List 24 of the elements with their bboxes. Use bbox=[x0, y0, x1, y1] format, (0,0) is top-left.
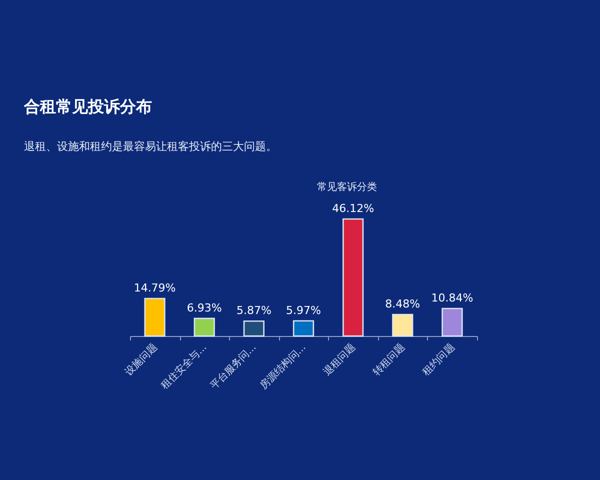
x-tick-label: 房源结构问... bbox=[258, 341, 308, 392]
data-label: 10.84% bbox=[431, 292, 474, 304]
chart-subtitle: 退租、设施和租约是最容易让租客投诉的三大问题。 bbox=[24, 140, 277, 153]
chart-title: 合租常见投诉分布 bbox=[23, 97, 152, 116]
data-label: 5.97% bbox=[286, 304, 321, 317]
data-label: 8.48% bbox=[385, 297, 420, 310]
text: 常见客诉分类 bbox=[317, 181, 377, 193]
bar bbox=[292, 320, 314, 337]
x-tick-label: 平台服务问... bbox=[208, 341, 259, 392]
bar bbox=[194, 318, 215, 337]
x-tick-label: 租住安全与... bbox=[158, 341, 210, 392]
data-label: 14.79% bbox=[134, 281, 176, 294]
x-tick-label: 转租问题 bbox=[370, 341, 408, 378]
bar bbox=[442, 308, 463, 337]
bar bbox=[342, 218, 364, 337]
bar bbox=[243, 320, 264, 337]
data-label: 6.93% bbox=[186, 301, 222, 314]
x-tick-label: 设施问题 bbox=[122, 341, 160, 378]
data-label: 5.87% bbox=[236, 304, 272, 318]
x-tick-label: 租约问题 bbox=[420, 341, 457, 378]
bar bbox=[144, 298, 166, 337]
data-label: 46.12% bbox=[332, 202, 374, 215]
bar bbox=[392, 314, 414, 337]
x-tick-label: 退租问题 bbox=[321, 341, 358, 378]
